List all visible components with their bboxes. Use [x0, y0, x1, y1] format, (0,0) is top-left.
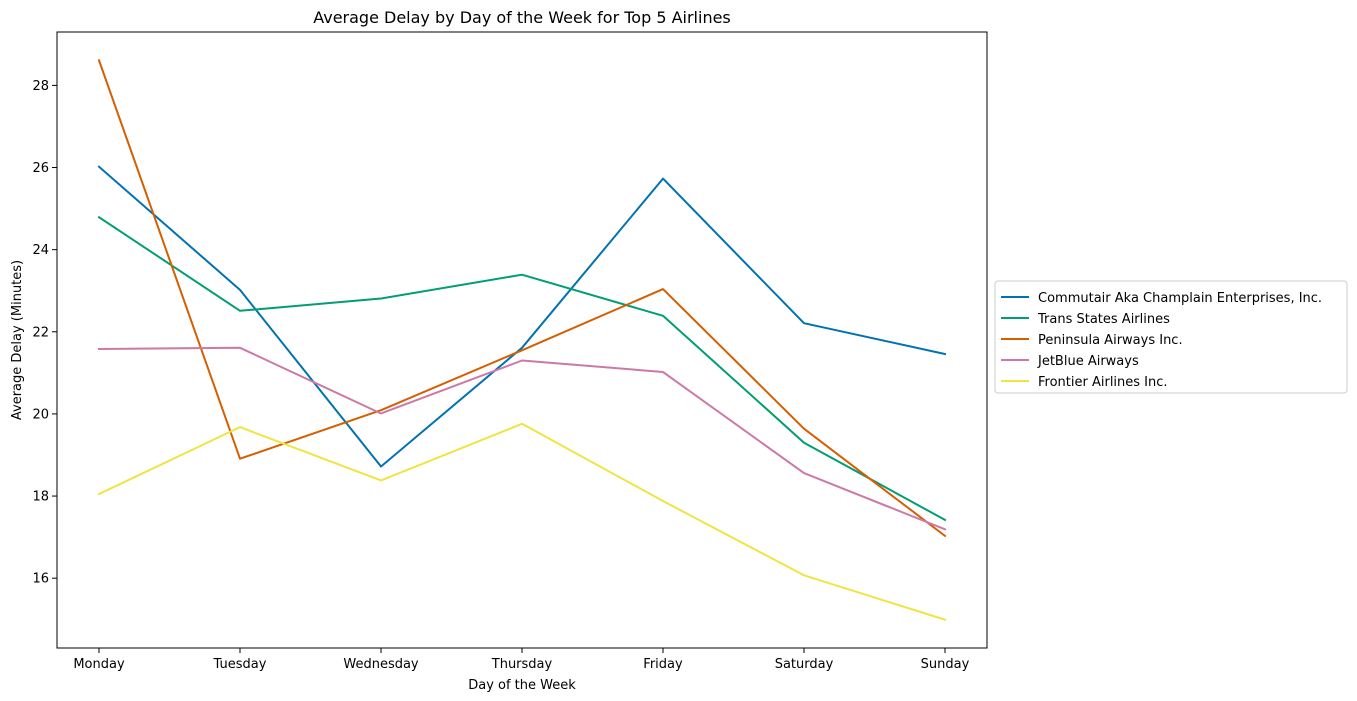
series-line-2 — [97, 215, 947, 522]
y-tick-label: 18 — [32, 490, 49, 505]
y-tick-label: 22 — [32, 325, 49, 340]
x-tick-label: Thursday — [491, 657, 553, 672]
series-layer — [97, 59, 947, 621]
series-line-5 — [97, 422, 947, 621]
x-tick-label: Friday — [643, 657, 683, 672]
plot-area — [57, 32, 987, 648]
legend-label: JetBlue Airways — [1037, 354, 1139, 369]
x-axis-label: Day of the Week — [468, 678, 576, 693]
chart-title: Average Delay by Day of the Week for Top… — [313, 8, 731, 27]
legend: Commutair Aka Champlain Enterprises, Inc… — [994, 280, 1348, 394]
y-tick-label: 16 — [32, 572, 49, 587]
x-tick-label: Tuesday — [213, 657, 267, 672]
series-line-3 — [97, 59, 947, 538]
y-axis-label: Average Delay (Minutes) — [10, 260, 25, 420]
legend-label: Commutair Aka Champlain Enterprises, Inc… — [1038, 291, 1322, 306]
x-tick-label: Monday — [73, 657, 125, 672]
series-line-1 — [97, 165, 947, 468]
series-line-4 — [97, 346, 947, 531]
legend-label: Frontier Airlines Inc. — [1038, 375, 1168, 390]
x-tick-label: Sunday — [921, 657, 970, 672]
y-tick-label: 24 — [32, 243, 49, 258]
y-tick-label: 20 — [32, 407, 49, 422]
plot-frame — [56, 31, 988, 649]
legend-label: Trans States Airlines — [1037, 312, 1170, 327]
y-tick-label: 26 — [32, 161, 49, 176]
legend-label: Peninsula Airways Inc. — [1038, 333, 1183, 348]
x-axis: Monday Tuesday Wednesday Thursday Friday Satu… — [73, 648, 970, 672]
legend-frame — [994, 280, 1348, 394]
y-tick-label: 28 — [32, 79, 49, 94]
x-tick-label: Saturday — [775, 657, 834, 672]
y-axis: 16 18 20 22 24 26 28 — [32, 79, 57, 587]
x-tick-label: Wednesday — [343, 657, 419, 672]
